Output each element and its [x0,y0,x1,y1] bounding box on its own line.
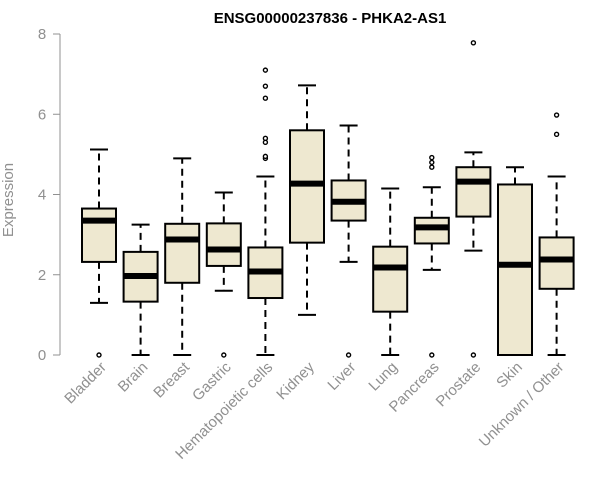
outlier-point [262,95,269,101]
y-tick-label: 2 [38,267,46,284]
box-liver [330,124,367,358]
box-hematopoietic-cells [247,67,284,356]
box-pancreas [413,154,450,358]
iqr-box [164,222,201,284]
box-unknown-other [538,112,575,356]
y-axis-label: Expression [0,163,17,237]
outlier-point [553,112,560,118]
box-bladder [81,148,117,358]
outlier-point [262,135,269,142]
x-tick-label: Brain [115,359,152,396]
x-tick-label: Skin [493,359,526,392]
iqr-box [372,245,409,313]
outlier-point [429,352,435,358]
outlier-point [470,40,477,46]
box-kidney [289,84,325,316]
outlier-point [345,352,352,358]
outlier-point [429,154,435,161]
y-tick-label: 8 [38,26,46,43]
box-prostate [455,40,492,358]
outlier-point [262,83,269,89]
outlier-point [262,153,269,160]
outlier-point [429,159,435,166]
outlier-point [470,352,477,358]
outlier-point [262,67,269,73]
x-tick-label: Liver [324,359,359,394]
y-tick-label: 6 [38,106,46,123]
outlier-point [221,352,227,358]
chart-title: ENSG00000237836 - PHKA2-AS1 [214,10,447,27]
outlier-point [96,352,102,358]
box-brain [122,223,159,356]
y-tick-label: 4 [38,187,46,204]
x-tick-label: Kidney [273,358,318,403]
box-lung [372,187,409,356]
x-tick-label: Breast [150,358,193,401]
box-gastric [205,191,242,358]
outlier-point [429,164,435,170]
x-tick-label: Prostate [433,359,485,411]
outlier-point [553,131,560,138]
x-tick-label: Bladder [61,359,110,408]
y-axis: 0 2 4 6 8 [38,26,61,364]
x-tick-label: Lung [365,359,401,395]
box-skin [497,166,533,356]
box-breast [164,157,201,356]
iqr-box [205,222,242,267]
iqr-box [81,207,117,263]
iqr-box [497,183,533,356]
iqr-box [413,216,450,245]
box-series [81,40,575,358]
iqr-box [455,166,492,218]
y-tick-label: 0 [38,347,46,364]
iqr-box [538,236,575,290]
